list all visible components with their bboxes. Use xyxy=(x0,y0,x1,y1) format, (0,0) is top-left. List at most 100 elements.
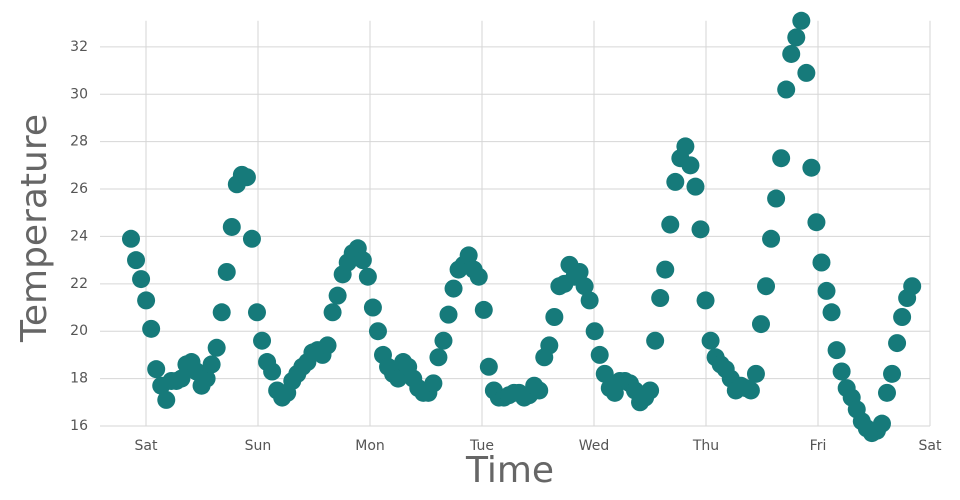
points xyxy=(121,11,922,443)
point xyxy=(323,303,342,322)
point xyxy=(459,246,478,265)
point xyxy=(545,307,564,326)
y-tick-label: 24 xyxy=(70,228,88,244)
point xyxy=(570,262,589,281)
point xyxy=(782,44,801,63)
point xyxy=(666,172,685,191)
point xyxy=(363,298,382,317)
point xyxy=(686,177,705,196)
point xyxy=(656,260,675,279)
point xyxy=(817,281,836,300)
point xyxy=(137,291,156,310)
point xyxy=(777,80,796,99)
point xyxy=(741,381,760,400)
point xyxy=(590,345,609,364)
point xyxy=(469,267,488,286)
point xyxy=(197,369,216,388)
point xyxy=(772,149,791,168)
point xyxy=(701,331,720,350)
point xyxy=(434,331,453,350)
point xyxy=(479,357,498,376)
point xyxy=(651,289,670,308)
x-tick-label: Sat xyxy=(135,438,158,454)
point xyxy=(888,334,907,353)
point xyxy=(328,286,347,305)
y-axis-title: Temperature xyxy=(14,114,55,343)
point xyxy=(540,336,559,355)
y-tick-label: 28 xyxy=(70,134,88,150)
y-tick-label: 16 xyxy=(70,418,88,434)
point xyxy=(474,300,493,319)
point xyxy=(142,319,161,338)
point xyxy=(827,341,846,360)
point xyxy=(696,291,715,310)
point xyxy=(646,331,665,350)
point xyxy=(444,279,463,298)
point xyxy=(147,360,166,379)
y-tick-label: 26 xyxy=(70,181,88,197)
point xyxy=(429,348,448,367)
point xyxy=(757,277,776,296)
point xyxy=(676,137,695,156)
point xyxy=(318,336,337,355)
point xyxy=(575,277,594,296)
point xyxy=(797,63,816,82)
point xyxy=(641,381,660,400)
point xyxy=(807,213,826,232)
x-tick-label: Sat xyxy=(919,438,942,454)
point xyxy=(751,315,770,334)
point xyxy=(681,156,700,175)
point xyxy=(247,303,266,322)
x-tick-label: Sun xyxy=(245,438,272,454)
point xyxy=(762,229,781,248)
point xyxy=(872,414,891,433)
point xyxy=(202,355,221,374)
point xyxy=(883,364,902,383)
point xyxy=(812,253,831,272)
point xyxy=(691,220,710,239)
point xyxy=(212,303,231,322)
x-tick-label: Tue xyxy=(469,438,494,454)
point xyxy=(353,251,372,270)
y-tick-label: 18 xyxy=(70,371,88,387)
point xyxy=(787,28,806,47)
point xyxy=(792,11,811,30)
point xyxy=(389,369,408,388)
point xyxy=(822,303,841,322)
point xyxy=(767,189,786,208)
point xyxy=(802,158,821,177)
point xyxy=(877,383,896,402)
x-tick-label: Wed xyxy=(579,438,610,454)
point xyxy=(832,362,851,381)
point xyxy=(893,307,912,326)
point xyxy=(263,362,282,381)
point xyxy=(253,331,272,350)
point xyxy=(661,215,680,234)
x-tick-label: Mon xyxy=(355,438,385,454)
point xyxy=(237,168,256,187)
x-tick-label: Thu xyxy=(692,438,719,454)
x-axis-title: Time xyxy=(465,450,554,491)
point xyxy=(242,229,261,248)
point xyxy=(903,277,922,296)
y-tick-label: 32 xyxy=(70,39,88,55)
point xyxy=(217,262,236,281)
y-tick-label: 20 xyxy=(70,323,88,339)
point xyxy=(595,364,614,383)
x-tick-label: Fri xyxy=(810,438,827,454)
point xyxy=(222,217,241,236)
point xyxy=(585,322,604,341)
point xyxy=(439,305,458,324)
point xyxy=(746,364,765,383)
point xyxy=(172,369,191,388)
point xyxy=(132,270,151,289)
point xyxy=(157,390,176,409)
point xyxy=(121,229,140,248)
point xyxy=(424,374,443,393)
y-tick-label: 30 xyxy=(70,86,88,102)
point xyxy=(530,381,549,400)
point xyxy=(127,251,146,270)
point xyxy=(207,338,226,357)
point xyxy=(358,267,377,286)
